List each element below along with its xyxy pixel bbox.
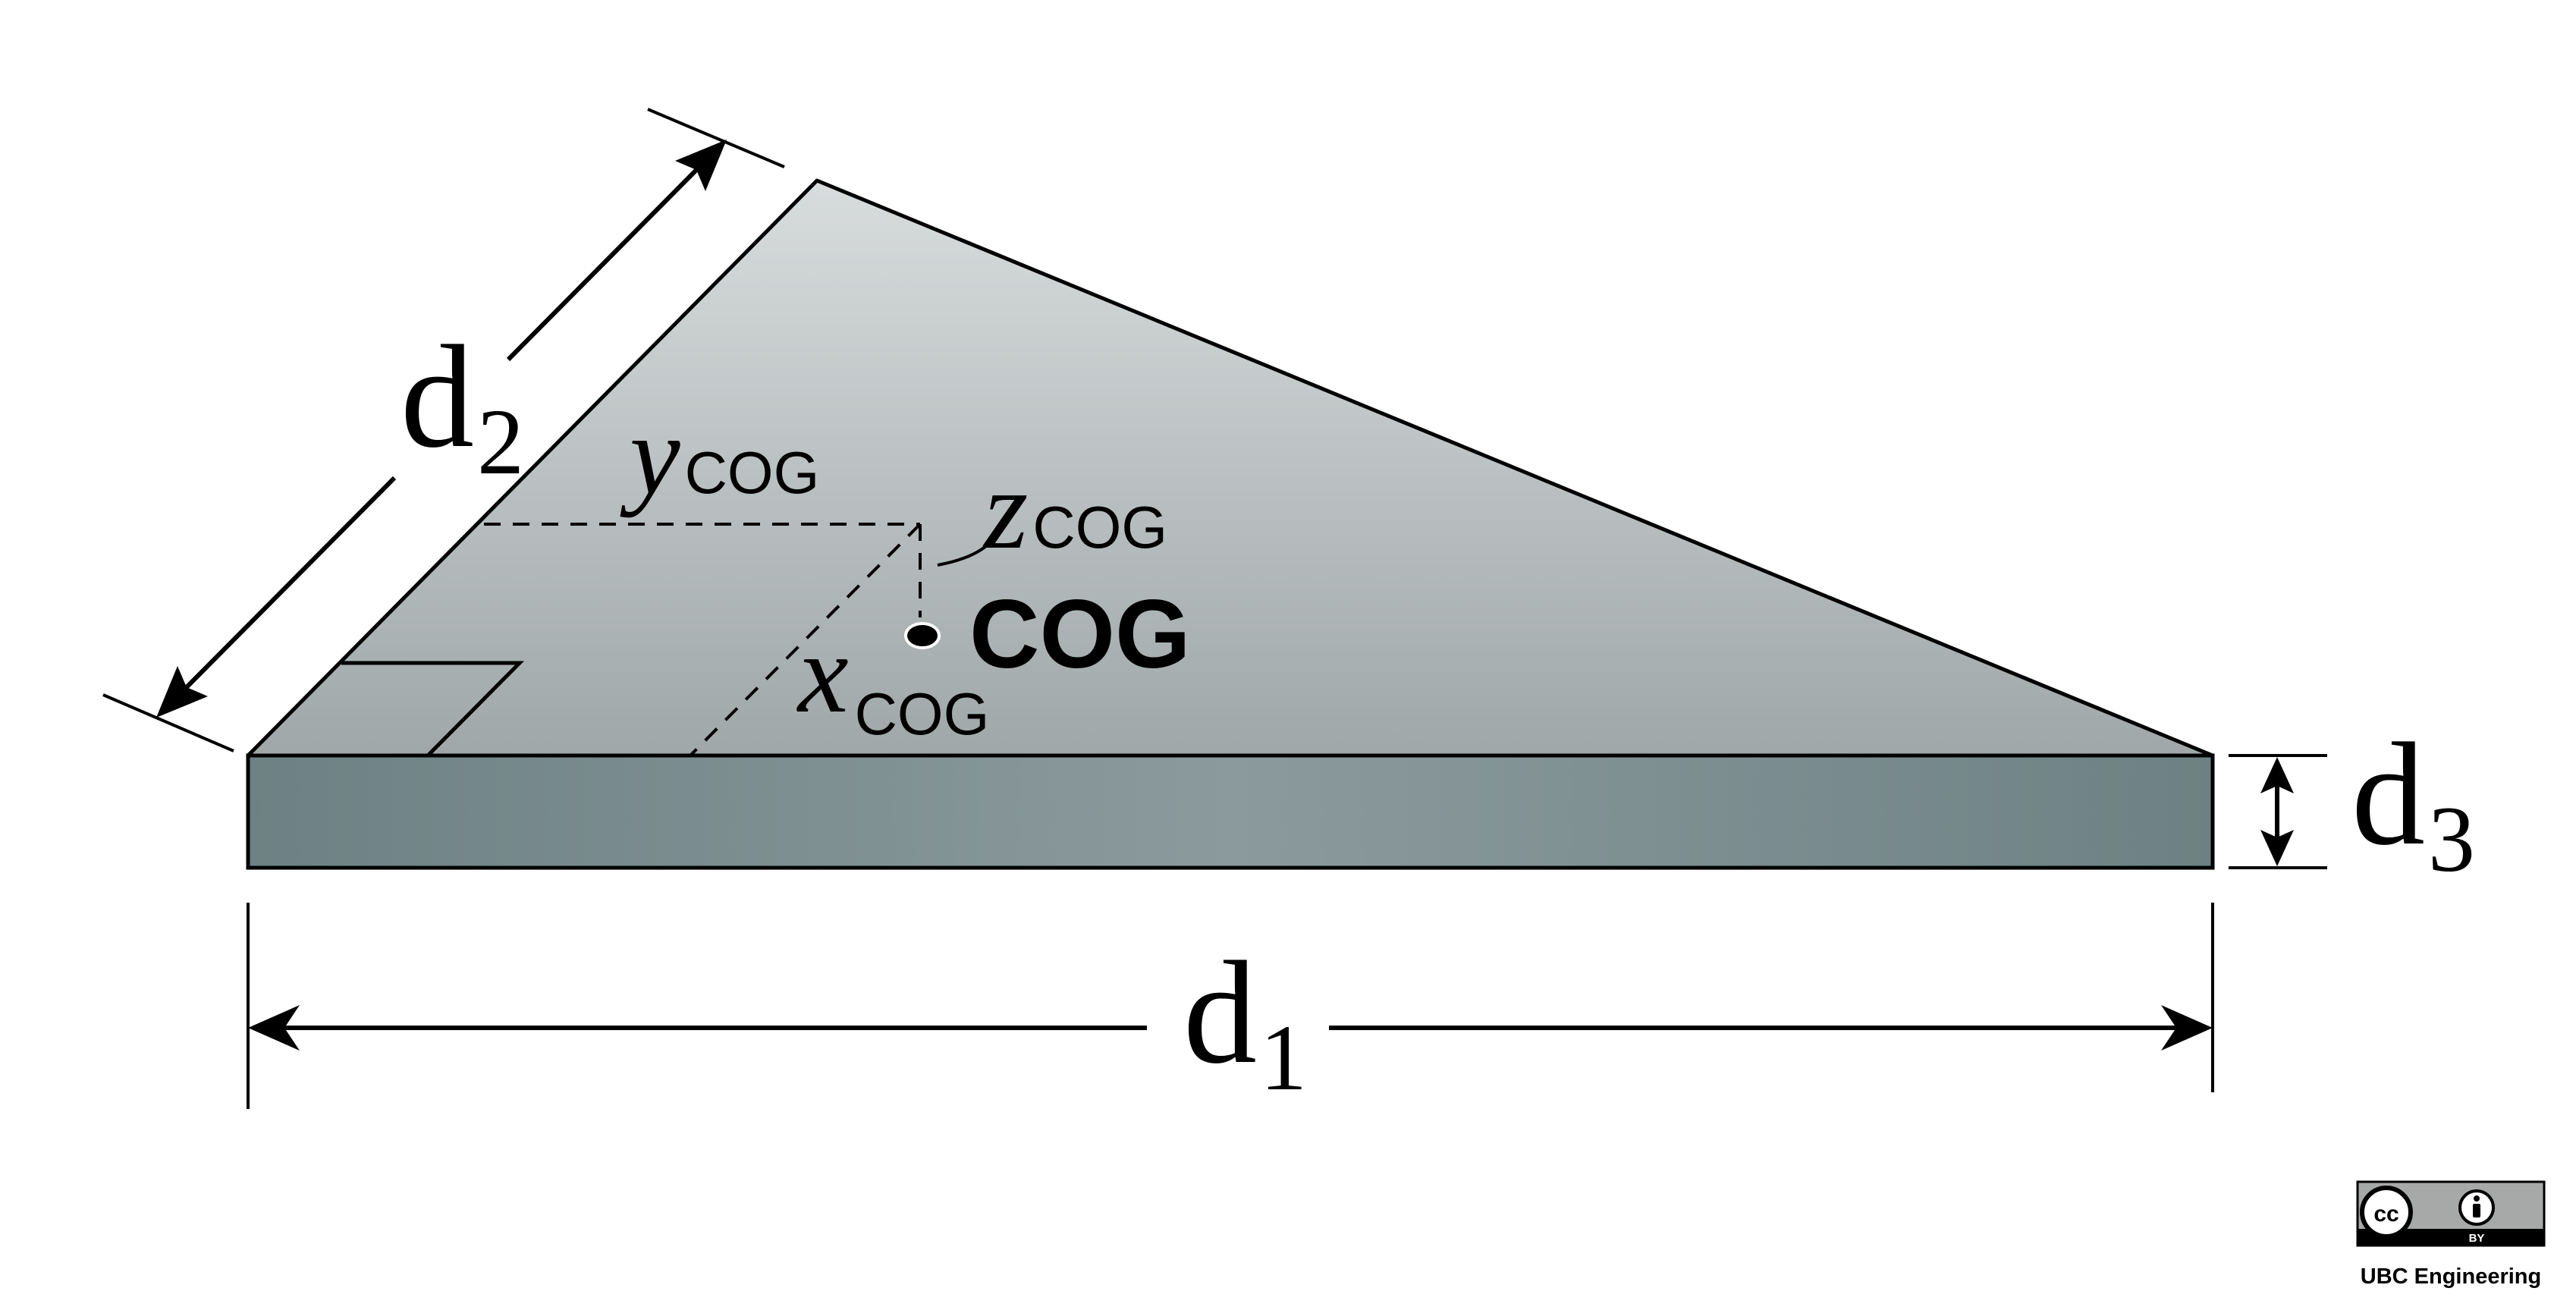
d2-dimension: d2 xyxy=(102,108,785,752)
svg-text:cc: cc xyxy=(2373,1202,2399,1227)
cc-icon: cc xyxy=(2360,1186,2413,1239)
license-badge-bar xyxy=(2358,1229,2544,1246)
cog-label: COG xyxy=(969,580,1191,689)
plate-top-face xyxy=(246,178,2215,758)
d2-arrowhead-bottom xyxy=(156,666,208,718)
license-badge: cc BY UBC Engineering xyxy=(2356,1180,2546,1289)
z-cog-label: zCOG xyxy=(982,447,1167,573)
d1-arrowhead-right xyxy=(2161,1005,2213,1051)
d2-arrowhead-top xyxy=(675,140,727,191)
z-cog-leader-line xyxy=(937,537,995,567)
d3-arrowhead-top xyxy=(2260,757,2294,793)
x-cog-label: x COG xyxy=(796,611,989,747)
license-badge-text: BY xyxy=(2469,1232,2485,1245)
d2-dimension-line-upper xyxy=(506,159,708,362)
d2-extension-line-top xyxy=(647,108,785,168)
d3-arrowhead-bottom xyxy=(2260,830,2294,866)
d2-label: d2 xyxy=(401,315,524,494)
d1-arrowhead-left xyxy=(248,1005,300,1051)
cog-point xyxy=(904,622,941,649)
d2-extension-line-bottom xyxy=(102,693,234,752)
y-cog-label: yCOG xyxy=(620,392,819,518)
d1-label: d1 xyxy=(1183,931,1307,1110)
x-cog-dashed-line xyxy=(689,523,922,757)
license-organization: UBC Engineering xyxy=(2361,1264,2541,1289)
d1-dimension: d1 xyxy=(247,903,2214,1110)
right-angle-marker xyxy=(341,661,525,757)
attribution-person-icon xyxy=(2458,1189,2495,1226)
d3-dimension: d3 xyxy=(2229,712,2475,891)
d3-label: d3 xyxy=(2351,712,2475,891)
plate-side-face xyxy=(246,753,2215,870)
d2-dimension-line-lower xyxy=(180,476,397,694)
